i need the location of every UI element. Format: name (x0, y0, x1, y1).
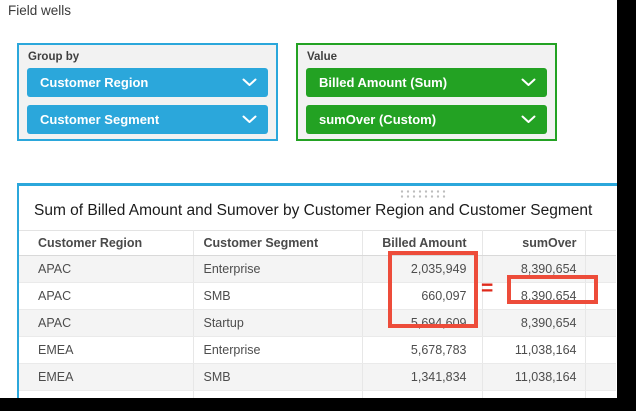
group-by-label: Group by (28, 51, 80, 63)
field-pill-customer-segment[interactable]: Customer Segment (27, 105, 268, 134)
cell-billed-amount[interactable]: 5,678,783 (362, 336, 483, 364)
field-pill-label: Customer Segment (40, 112, 160, 127)
drag-handle-icon[interactable] (398, 188, 447, 198)
table-visual-panel: Sum of Billed Amount and Sumover by Cust… (17, 183, 636, 411)
table-row[interactable]: APAC Startup 5,694,609 8,390,654 (19, 309, 616, 337)
cell-segment[interactable]: SMB (193, 282, 363, 310)
cell-billed-amount[interactable]: 1,341,834 (362, 363, 483, 391)
cell-sumover[interactable]: 11,038,164 (482, 336, 586, 364)
cell-region[interactable]: EMEA (19, 336, 194, 364)
value-well: Value Billed Amount (Sum) sumOver (Custo… (296, 43, 557, 141)
data-table: Customer Region Customer Segment Billed … (19, 230, 616, 411)
cell-segment[interactable]: Enterprise (193, 255, 363, 283)
table-row[interactable]: EMEA Enterprise 5,678,783 11,038,164 (19, 336, 616, 364)
cell-sumover[interactable]: 8,390,654 (482, 282, 586, 310)
table-row[interactable]: APAC Enterprise 2,035,949 8,390,654 (19, 255, 616, 283)
cell-region[interactable]: APAC (19, 255, 194, 283)
cell-sumover[interactable]: 11,038,164 (482, 363, 586, 391)
cell-filler (585, 309, 616, 337)
cell-billed-amount[interactable]: 2,035,949 (362, 255, 483, 283)
table-header-row: Customer Region Customer Segment Billed … (19, 230, 616, 256)
cell-region[interactable]: EMEA (19, 363, 194, 391)
cell-segment[interactable]: SMB (193, 363, 363, 391)
chevron-down-icon (242, 115, 257, 123)
cell-segment[interactable]: Startup (193, 309, 363, 337)
screenshot-frame-right (617, 0, 636, 411)
screenshot-frame-bottom (0, 398, 636, 411)
field-pill-label: Customer Region (40, 75, 149, 90)
field-pill-label: Billed Amount (Sum) (319, 75, 448, 90)
table-row[interactable]: EMEA SMB 1,341,834 11,038,164 (19, 363, 616, 391)
cell-billed-amount[interactable]: 660,097 (362, 282, 483, 310)
cell-region[interactable]: APAC (19, 309, 194, 337)
visual-title: Sum of Billed Amount and Sumover by Cust… (34, 202, 593, 219)
chevron-down-icon (242, 78, 257, 86)
field-pill-customer-region[interactable]: Customer Region (27, 68, 268, 97)
column-header-filler (585, 230, 616, 256)
cell-filler (585, 282, 616, 310)
cell-filler (585, 336, 616, 364)
column-header-customer-segment[interactable]: Customer Segment (193, 230, 363, 256)
column-header-sumover[interactable]: sumOver (482, 230, 586, 256)
table-row[interactable]: APAC SMB 660,097 8,390,654 (19, 282, 616, 310)
chevron-down-icon (521, 115, 536, 123)
cell-segment[interactable]: Enterprise (193, 336, 363, 364)
annotation-equals: = (481, 277, 494, 300)
page-title: Field wells (8, 3, 72, 18)
cell-region[interactable]: APAC (19, 282, 194, 310)
value-label: Value (307, 51, 338, 63)
chevron-down-icon (521, 78, 536, 86)
field-pill-billed-amount-sum[interactable]: Billed Amount (Sum) (306, 68, 547, 97)
annotation-box-billed-amount (388, 251, 478, 328)
cell-sumover[interactable]: 8,390,654 (482, 309, 586, 337)
group-by-well: Group by Customer Region Customer Segmen… (17, 43, 278, 141)
field-pill-sumover-custom[interactable]: sumOver (Custom) (306, 105, 547, 134)
field-pill-label: sumOver (Custom) (319, 112, 437, 127)
column-header-customer-region[interactable]: Customer Region (19, 230, 194, 256)
cell-filler (585, 363, 616, 391)
annotation-box-sumover (507, 275, 598, 304)
